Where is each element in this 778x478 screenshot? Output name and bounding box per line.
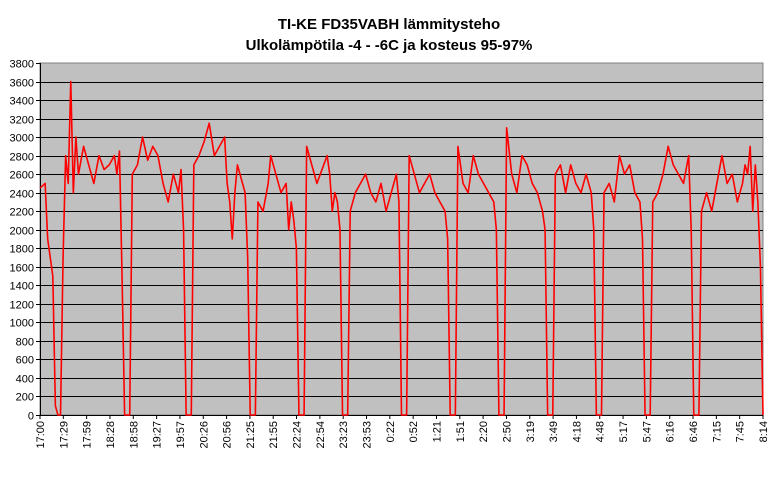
y-tick-label: 3400 xyxy=(10,96,34,108)
x-tick-label: 5:47 xyxy=(641,421,653,442)
series-line xyxy=(39,80,764,416)
y-tick-label: 3800 xyxy=(10,59,34,71)
x-tick-label: 1:21 xyxy=(431,421,443,442)
x-tick-label: 8:14 xyxy=(758,421,770,442)
x-tick-label: 19:27 xyxy=(152,421,164,449)
x-tick-label: 2:50 xyxy=(501,421,513,442)
y-tick-label: 2000 xyxy=(10,226,34,238)
x-tick-label: 3:49 xyxy=(548,421,560,442)
y-tick-label: 3600 xyxy=(10,78,34,90)
y-tick-label: 0 xyxy=(28,411,34,423)
y-tick-label: 3200 xyxy=(10,115,34,127)
y-tick-label: 2200 xyxy=(10,207,34,219)
x-tick-label: 20:56 xyxy=(222,421,234,449)
x-tick-label: 19:57 xyxy=(175,421,187,449)
x-tick-label: 0:52 xyxy=(408,421,420,442)
x-tick-label: 7:45 xyxy=(735,421,747,442)
x-tick-label: 23:23 xyxy=(338,421,350,449)
x-tick-label: 4:18 xyxy=(571,421,583,442)
x-tick-label: 21:25 xyxy=(245,421,257,449)
y-tick-label: 400 xyxy=(16,374,34,386)
x-tick-label: 18:28 xyxy=(105,421,117,449)
y-tick-label: 2600 xyxy=(10,170,34,182)
x-tick-label: 22:24 xyxy=(292,421,304,449)
y-tick-label: 200 xyxy=(16,392,34,404)
x-tick-label: 20:26 xyxy=(198,421,210,449)
x-tick-label: 17:29 xyxy=(58,421,70,449)
x-tick-label: 3:19 xyxy=(525,421,537,442)
x-tick-label: 6:16 xyxy=(665,421,677,442)
x-tick-label: 5:17 xyxy=(618,421,630,442)
y-tick-label: 2800 xyxy=(10,152,34,164)
y-tick-label: 3000 xyxy=(10,133,34,145)
x-tick-label: 6:46 xyxy=(688,421,700,442)
x-tick-label: 2:20 xyxy=(478,421,490,442)
x-tick-label: 4:48 xyxy=(595,421,607,442)
y-tick-label: 1200 xyxy=(10,300,34,312)
x-tick-label: 18:58 xyxy=(128,421,140,449)
y-tick-label: 1400 xyxy=(10,281,34,293)
x-tick-label: 23:53 xyxy=(362,421,374,449)
chart-title: TI-KE FD35VABH lämmitysteho xyxy=(277,16,501,33)
chart-subtitle: Ulkolämpötila -4 - -6C ja kosteus 95-97% xyxy=(245,37,533,54)
y-tick-label: 800 xyxy=(16,337,34,349)
x-tick-label: 1:51 xyxy=(455,421,467,442)
x-tick-label: 21:55 xyxy=(268,421,280,449)
y-tick-label: 1800 xyxy=(10,244,34,256)
x-tick-label: 7:15 xyxy=(711,421,723,442)
x-tick-label: 17:00 xyxy=(35,421,47,449)
x-tick-label: 0:22 xyxy=(385,421,397,442)
x-tick-label: 22:54 xyxy=(315,421,327,449)
y-tick-label: 2400 xyxy=(10,189,34,201)
y-tick-label: 600 xyxy=(16,355,34,367)
y-tick-label: 1000 xyxy=(10,318,34,330)
x-tick-label: 17:59 xyxy=(82,421,94,449)
y-tick-label: 1600 xyxy=(10,263,34,275)
